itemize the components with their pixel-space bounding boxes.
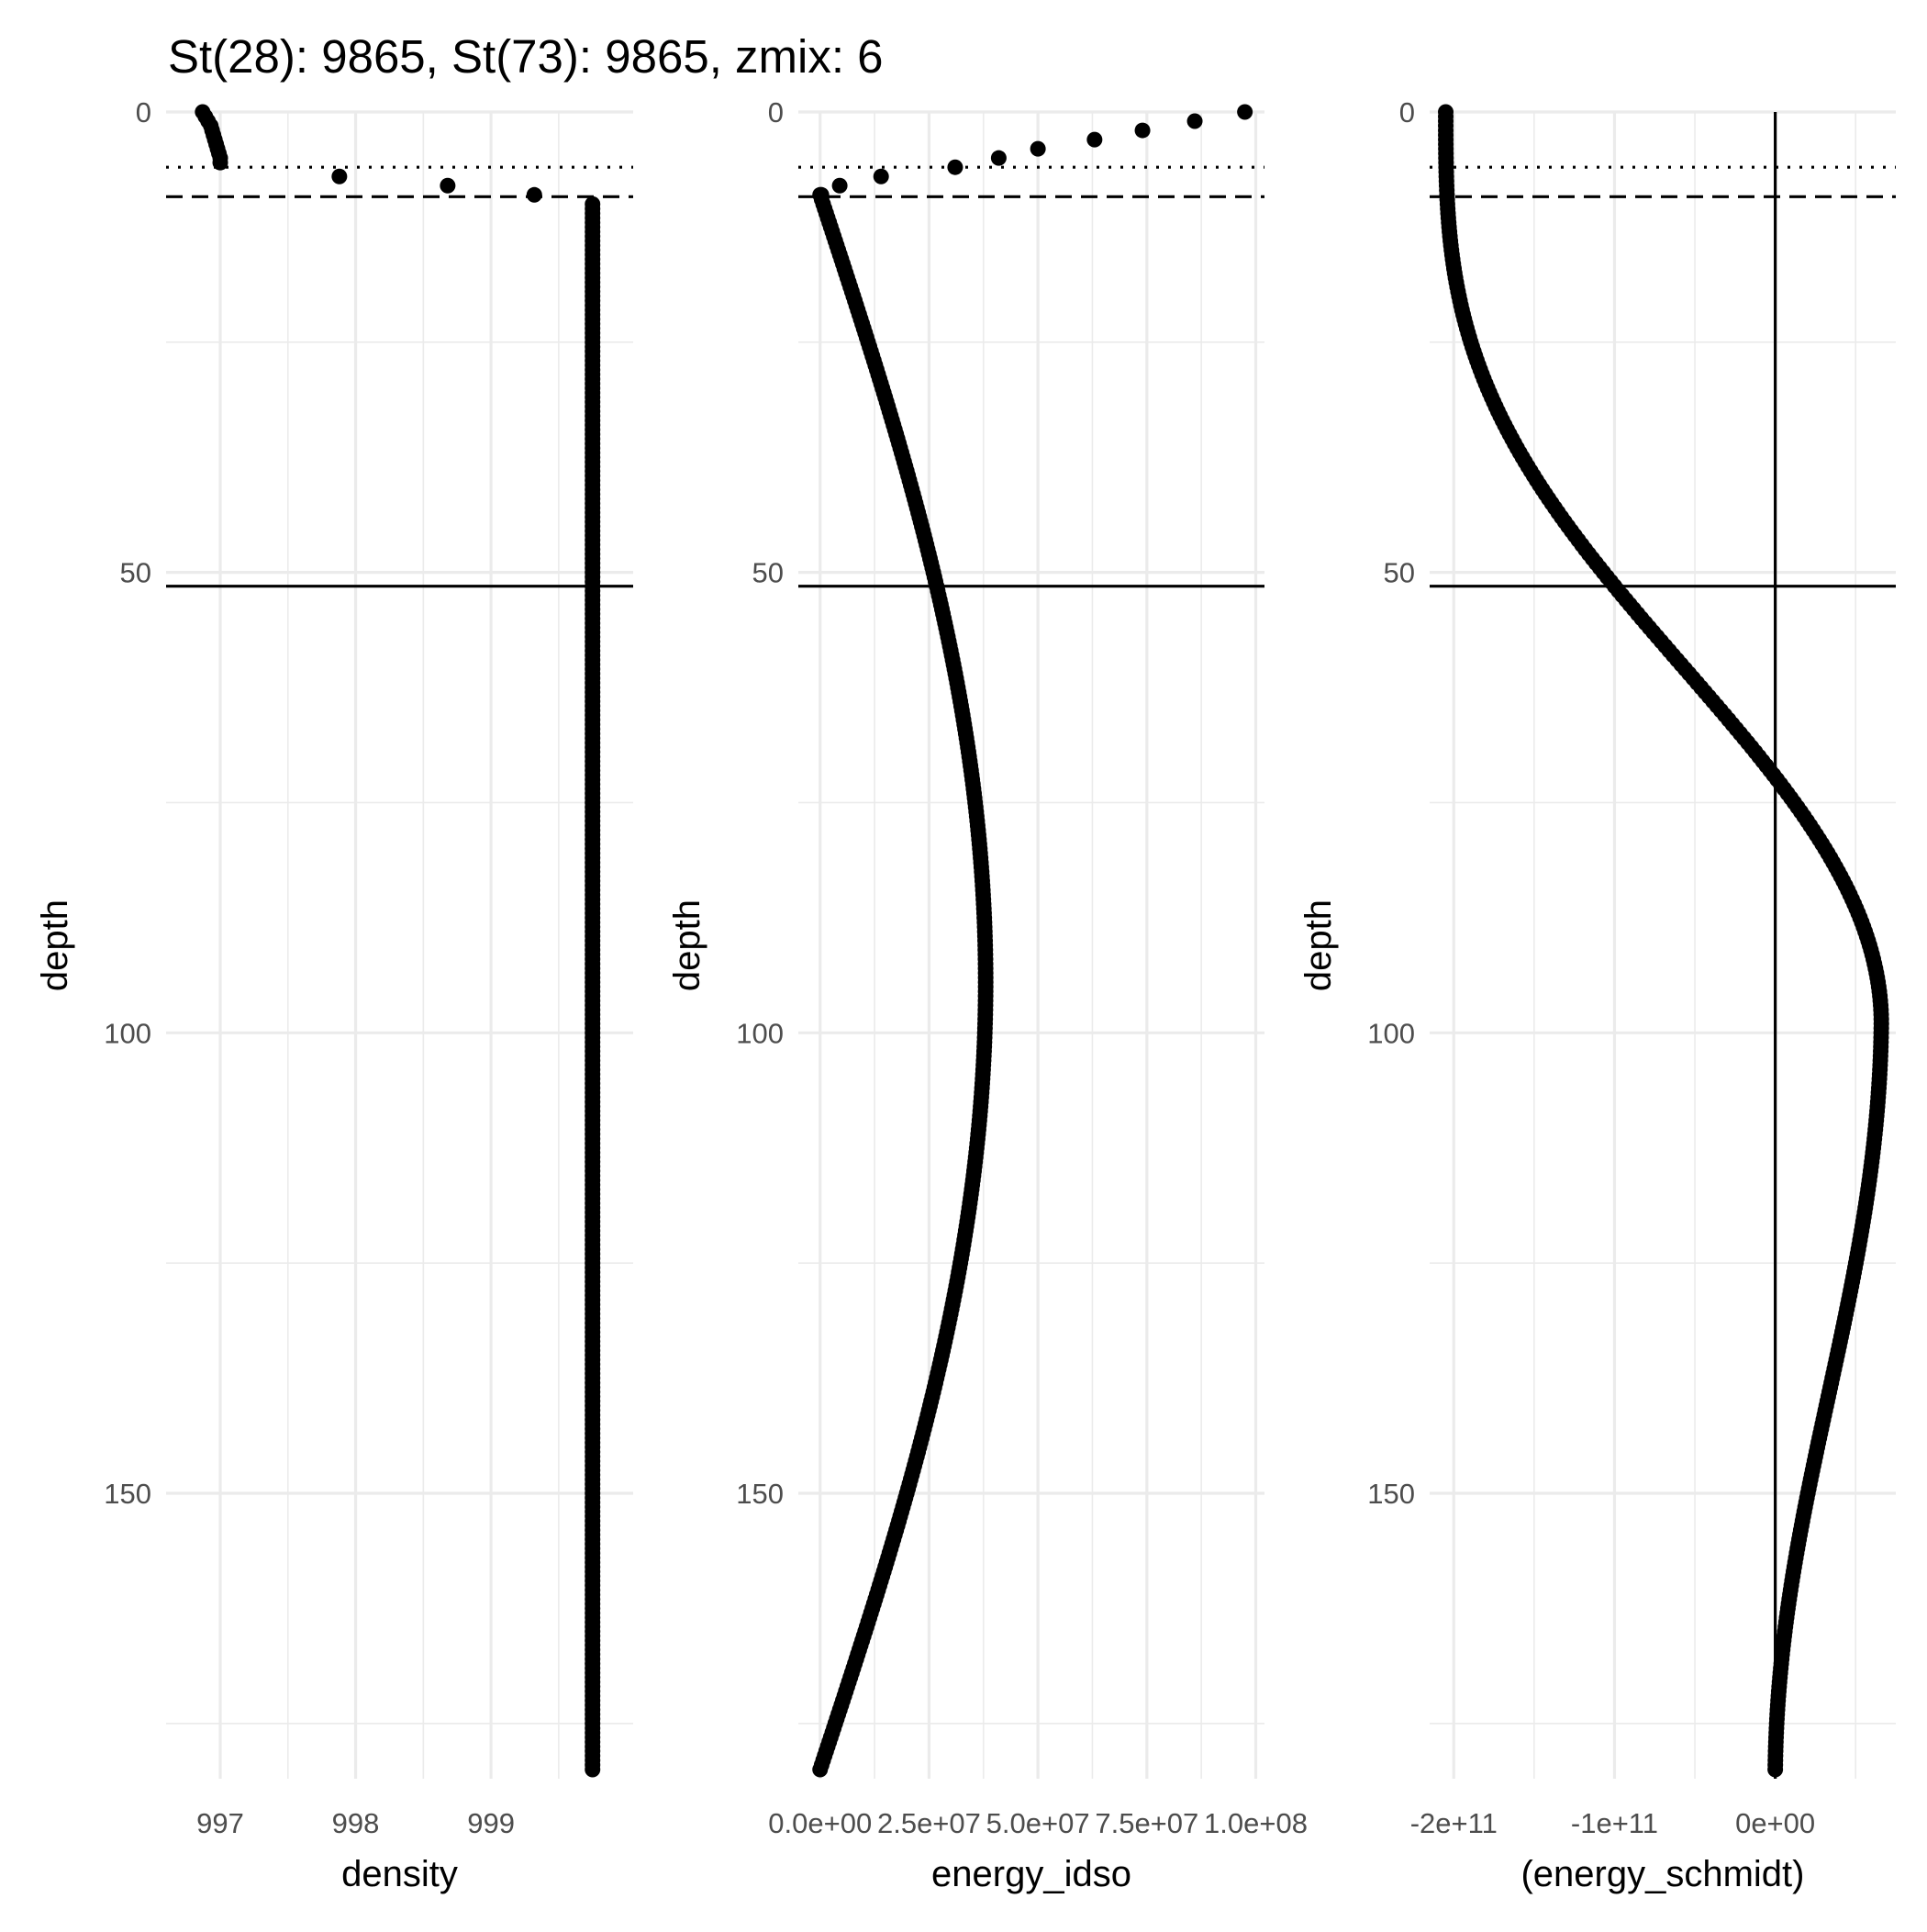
x-axis-label: energy_idso bbox=[931, 1854, 1131, 1894]
x-axis-label: (energy_schmidt) bbox=[1520, 1854, 1804, 1894]
y-tick-label: 0 bbox=[136, 96, 151, 128]
y-tick-label: 0 bbox=[768, 96, 784, 128]
y-axis-label: depth bbox=[35, 899, 75, 991]
x-tick-label: 997 bbox=[196, 1807, 244, 1839]
data-point bbox=[812, 1761, 829, 1778]
y-tick-label: 50 bbox=[752, 557, 784, 589]
data-point bbox=[831, 177, 848, 194]
x-tick-label: 999 bbox=[467, 1807, 515, 1839]
data-point bbox=[212, 154, 228, 171]
y-tick-label: 100 bbox=[1367, 1017, 1415, 1049]
data-point bbox=[1186, 113, 1203, 129]
data-point bbox=[1237, 104, 1253, 120]
x-tick-label: 1.0e+08 bbox=[1204, 1807, 1308, 1839]
x-tick-label: 998 bbox=[332, 1807, 380, 1839]
panel-2: 0 50 100 150 0.0e+00 2.5e+07 5.0e+07 7.5e+07 1.0… bbox=[667, 96, 1308, 1894]
y-tick-label: 0 bbox=[1399, 96, 1415, 128]
panel-3: 0 50 100 150 -2e+11 -1e+11 0e+00 (energy_schmid… bbox=[1298, 96, 1896, 1894]
chart-title: St(28): 9865, St(73): 9865, zmix: 6 bbox=[168, 30, 884, 83]
y-axis-label: depth bbox=[667, 899, 707, 991]
y-tick-label: 150 bbox=[104, 1478, 151, 1510]
data-point bbox=[1086, 131, 1103, 148]
x-tick-label: 0e+00 bbox=[1735, 1807, 1815, 1839]
data-point bbox=[440, 177, 456, 194]
panel-1: 0 50 100 150 997 998 999 density depth bbox=[35, 96, 633, 1894]
data-point bbox=[1030, 140, 1046, 157]
x-axis-label: density bbox=[341, 1854, 458, 1894]
data-point bbox=[1767, 1761, 1784, 1778]
y-tick-label: 150 bbox=[736, 1478, 784, 1510]
data-point bbox=[947, 159, 964, 175]
data-point bbox=[1134, 122, 1151, 139]
data-point bbox=[990, 150, 1007, 166]
x-tick-label: 5.0e+07 bbox=[986, 1807, 1090, 1839]
data-point bbox=[331, 168, 348, 184]
x-tick-label: 7.5e+07 bbox=[1095, 1807, 1198, 1839]
data-point bbox=[585, 1761, 601, 1778]
y-axis-label: depth bbox=[1298, 899, 1339, 991]
x-tick-label: 2.5e+07 bbox=[877, 1807, 981, 1839]
x-tick-label: -1e+11 bbox=[1571, 1807, 1658, 1839]
y-tick-label: 50 bbox=[120, 557, 151, 589]
data-point bbox=[873, 168, 889, 184]
y-tick-label: 50 bbox=[1384, 557, 1415, 589]
y-tick-label: 100 bbox=[736, 1017, 784, 1049]
y-tick-label: 150 bbox=[1367, 1478, 1415, 1510]
x-tick-label: 0.0e+00 bbox=[768, 1807, 872, 1839]
data-point bbox=[526, 186, 542, 203]
y-tick-label: 100 bbox=[104, 1017, 151, 1049]
x-tick-label: -2e+11 bbox=[1410, 1807, 1498, 1839]
